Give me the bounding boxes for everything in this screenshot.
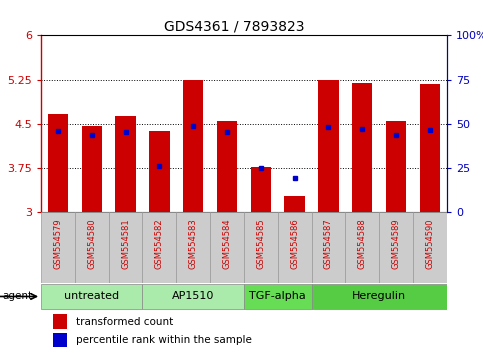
Text: GSM554587: GSM554587: [324, 218, 333, 269]
Text: GDS4361 / 7893823: GDS4361 / 7893823: [164, 19, 304, 34]
Bar: [413, 212, 447, 283]
Text: percentile rank within the sample: percentile rank within the sample: [75, 335, 252, 345]
Text: GSM554586: GSM554586: [290, 218, 299, 269]
Text: GSM554589: GSM554589: [392, 218, 400, 269]
Bar: [379, 212, 413, 283]
Text: GSM554582: GSM554582: [155, 218, 164, 269]
Bar: [149, 131, 170, 212]
Bar: [41, 212, 75, 283]
Bar: [142, 284, 244, 309]
Text: Heregulin: Heregulin: [352, 291, 406, 302]
Text: GSM554580: GSM554580: [87, 218, 96, 269]
Bar: [82, 126, 102, 212]
Text: GSM554583: GSM554583: [189, 218, 198, 269]
Text: AP1510: AP1510: [172, 291, 214, 302]
Text: GSM554581: GSM554581: [121, 218, 130, 269]
Bar: [312, 212, 345, 283]
Bar: [53, 314, 68, 329]
Bar: [210, 212, 244, 283]
Text: untreated: untreated: [64, 291, 119, 302]
Bar: [109, 212, 142, 283]
Text: GSM554588: GSM554588: [358, 218, 367, 269]
Bar: [48, 114, 68, 212]
Bar: [244, 284, 312, 309]
Bar: [284, 196, 305, 212]
Bar: [420, 84, 440, 212]
Bar: [75, 212, 109, 283]
Bar: [318, 80, 339, 212]
Bar: [53, 332, 68, 347]
Bar: [183, 80, 203, 212]
Bar: [386, 121, 406, 212]
Bar: [251, 167, 271, 212]
Text: GSM554584: GSM554584: [223, 218, 231, 269]
Text: transformed count: transformed count: [75, 316, 173, 327]
Text: GSM554590: GSM554590: [426, 218, 434, 269]
Text: TGF-alpha: TGF-alpha: [249, 291, 306, 302]
Bar: [352, 83, 372, 212]
Bar: [217, 121, 237, 212]
Text: agent: agent: [2, 291, 32, 302]
Bar: [142, 212, 176, 283]
Bar: [41, 284, 142, 309]
Text: GSM554585: GSM554585: [256, 218, 265, 269]
Bar: [312, 284, 447, 309]
Bar: [278, 212, 312, 283]
Text: GSM554579: GSM554579: [54, 218, 62, 269]
Bar: [176, 212, 210, 283]
Bar: [345, 212, 379, 283]
Bar: [244, 212, 278, 283]
Bar: [115, 116, 136, 212]
